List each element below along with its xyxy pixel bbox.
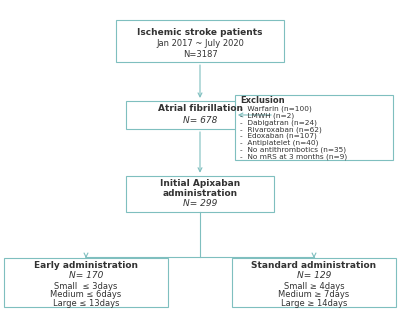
Text: N= 129: N= 129 — [297, 271, 331, 280]
Text: -  Dabigatran (n=24): - Dabigatran (n=24) — [240, 119, 317, 126]
FancyBboxPatch shape — [4, 258, 168, 307]
Text: Small  ≤ 3days: Small ≤ 3days — [54, 282, 118, 290]
Text: Ischemic stroke patients: Ischemic stroke patients — [137, 28, 263, 37]
Text: Medium ≤ 6days: Medium ≤ 6days — [50, 290, 122, 299]
Text: Large ≥ 14days: Large ≥ 14days — [281, 299, 347, 307]
FancyBboxPatch shape — [232, 258, 396, 307]
FancyBboxPatch shape — [235, 95, 393, 160]
Text: N=3187: N=3187 — [183, 50, 217, 59]
Text: -  No mRS at 3 months (n=9): - No mRS at 3 months (n=9) — [240, 154, 347, 160]
Text: N= 678: N= 678 — [183, 117, 217, 125]
Text: -  Antiplatelet (n=40): - Antiplatelet (n=40) — [240, 140, 318, 146]
FancyBboxPatch shape — [126, 101, 274, 129]
Text: Atrial fibrillation: Atrial fibrillation — [158, 105, 242, 113]
Text: Medium ≥ 7days: Medium ≥ 7days — [278, 290, 350, 299]
FancyBboxPatch shape — [126, 176, 274, 212]
Text: N= 170: N= 170 — [69, 271, 103, 280]
Text: Small ≥ 4days: Small ≥ 4days — [284, 282, 344, 290]
Text: Exclusion: Exclusion — [240, 96, 284, 106]
Text: Early administration: Early administration — [34, 261, 138, 270]
Text: N= 299: N= 299 — [183, 199, 217, 208]
Text: -  Edoxaban (n=107): - Edoxaban (n=107) — [240, 133, 317, 140]
Text: Standard administration: Standard administration — [252, 261, 376, 270]
Text: -  Rivaroxaban (n=62): - Rivaroxaban (n=62) — [240, 126, 322, 133]
Text: administration: administration — [162, 189, 238, 198]
Text: -  Warfarin (n=100): - Warfarin (n=100) — [240, 105, 312, 112]
Text: Jan 2017 ~ July 2020: Jan 2017 ~ July 2020 — [156, 39, 244, 48]
FancyBboxPatch shape — [116, 20, 284, 62]
Text: -  LMWH (n=2): - LMWH (n=2) — [240, 112, 294, 119]
Text: Large ≤ 13days: Large ≤ 13days — [53, 299, 119, 307]
Text: Initial Apixaban: Initial Apixaban — [160, 180, 240, 188]
Text: -  No antithrombotics (n=35): - No antithrombotics (n=35) — [240, 147, 346, 153]
